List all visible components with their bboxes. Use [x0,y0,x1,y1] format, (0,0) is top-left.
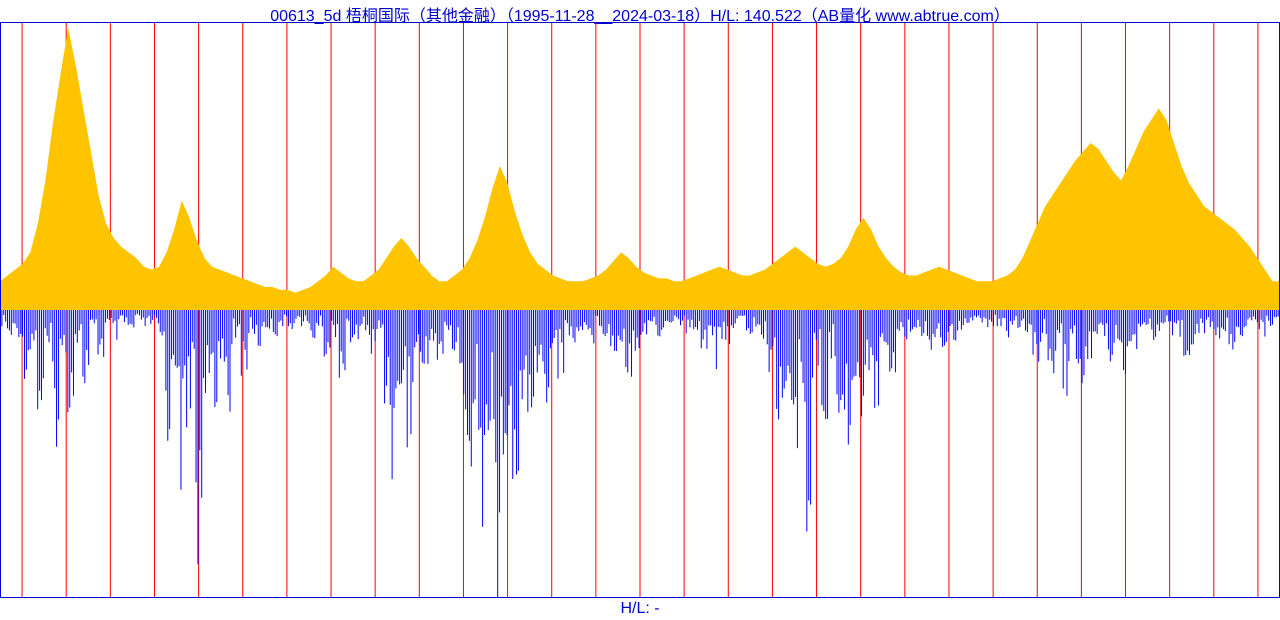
chart-container: 00613_5d 梧桐国际（其他金融）（1995-11-28__2024-03-… [0,0,1280,620]
chart-plot [0,22,1280,598]
chart-footer: H/L: - [0,600,1280,620]
